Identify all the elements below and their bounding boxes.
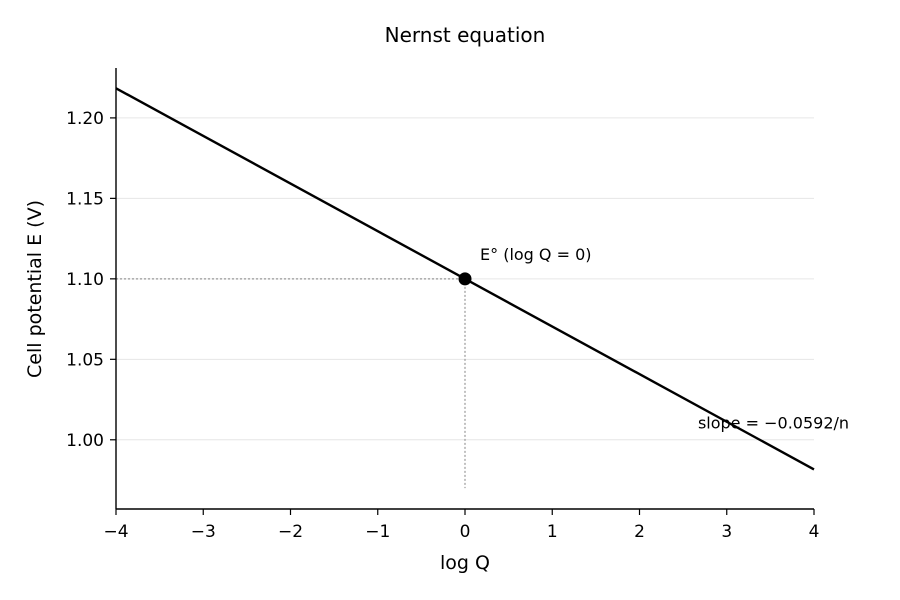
y-axis-label: Cell potential E (V) (24, 200, 46, 378)
x-tick-label-1: −3 (191, 522, 216, 542)
y-tick-label-3: 1.15 (66, 189, 104, 209)
x-tick-label-5: 1 (547, 522, 558, 542)
x-tick-label-7: 3 (721, 522, 732, 542)
y-tick-label-4: 1.20 (66, 109, 104, 129)
standard-potential-point (458, 272, 472, 286)
ticks: −4 −3 −2 −1 0 1 2 3 4 1.00 1.05 1.10 1.15 1.20 (66, 109, 819, 542)
x-tick-label-6: 2 (634, 522, 645, 542)
y-tick-label-2: 1.10 (66, 270, 104, 290)
x-tick-label-0: −4 (103, 522, 128, 542)
x-tick-label-2: −2 (278, 522, 303, 542)
y-tick-label-1: 1.05 (66, 350, 104, 370)
series-group (115, 87, 815, 471)
x-tick-label-8: 4 (809, 522, 820, 542)
chart-title: Nernst equation (385, 23, 546, 47)
slope-annotation-0: slope = −0.0592/n (698, 414, 849, 433)
annotations: E° (log Q = 0) slope = −0.0592/n (480, 245, 849, 433)
guide-lines (116, 278, 466, 489)
standard-potential-label: E° (log Q = 0) (480, 245, 592, 264)
x-axis-label: log Q (440, 552, 490, 574)
x-tick-label-4: 0 (460, 522, 471, 542)
y-tick-label-0: 1.00 (66, 431, 104, 451)
x-tick-label-3: −1 (365, 522, 390, 542)
